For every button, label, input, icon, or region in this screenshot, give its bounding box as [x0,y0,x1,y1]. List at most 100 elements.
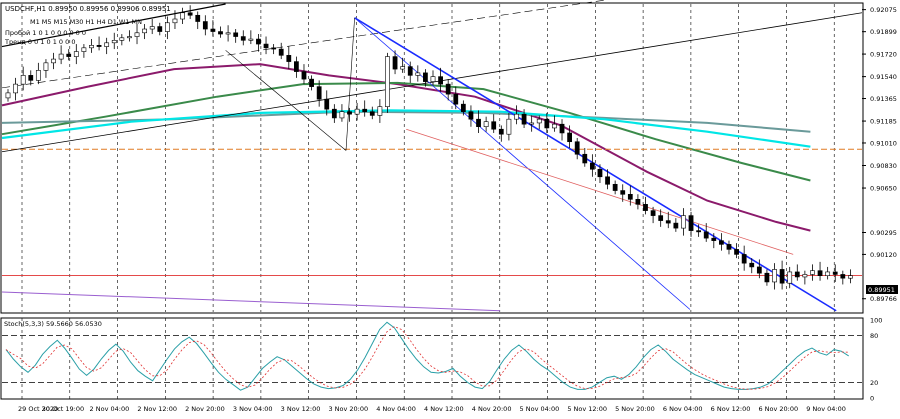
candle-body [354,108,360,115]
candle-body [430,76,436,82]
candle-body [400,66,406,70]
candle-body [445,83,451,95]
candle-body [66,53,72,57]
x-tick-label: 6 Nov 04:00 [663,405,703,413]
candle-body [498,128,504,135]
candle-body [28,75,34,81]
candle-body [658,215,664,221]
zigzag-2 [345,17,355,151]
candle-body [180,12,185,20]
x-tick-label: 29 Oct 2020 [18,405,58,413]
candle-body [719,240,724,245]
candle-body [35,70,41,81]
candle-body [529,122,535,125]
candle-body [643,204,648,211]
candle-body [681,215,686,229]
candle-body [696,230,702,233]
candle-body [779,269,785,284]
x-tick-label: 5 Nov 12:00 [567,405,607,413]
candle-body [749,262,755,268]
candle-body [51,58,56,64]
y-tick-label: 0.89766 [870,295,897,303]
long-uptrend-line [1,12,863,153]
candle-body [567,132,572,143]
candle-body [468,111,474,120]
candle-body [301,71,307,80]
candle-body [81,47,87,52]
y-tick-label: 0.92075 [870,6,897,14]
candle-body [711,237,717,241]
candle-body [817,270,823,276]
candle-body [20,75,26,85]
candle-body [848,275,853,279]
y-tick-label: 0.91720 [870,51,897,59]
candle-body [278,48,284,56]
candle-body [559,123,565,134]
candle-body [96,45,102,47]
candle-body [195,14,201,22]
candle-body [385,56,390,107]
trend-row: Тренд 0 0 1 0 1 0 0 0 [4,38,75,46]
x-tick-label: 30 Oct 19:00 [42,405,84,413]
candle-body [514,113,519,120]
candle-body [172,18,178,24]
candle-body [582,153,588,164]
x-tick-label: 5 Nov 04:00 [520,405,560,413]
x-tick-label: 2 Nov 20:00 [185,405,225,413]
candle-body [331,108,337,119]
candle-body [127,36,132,39]
x-tick-label: 2 Nov 12:00 [137,405,177,413]
last-price-label: 0.89951 [868,286,895,294]
candle-body [89,45,94,49]
candle-body [248,38,254,41]
x-tick-label: 4 Nov 12:00 [424,405,464,413]
candle-body [240,36,246,41]
main-panel-frame [0,2,864,314]
candle-body [825,271,831,276]
channel-red-line [406,128,794,255]
candle-body [597,168,603,178]
upper-dashed-line [1,0,605,89]
stoch-signal-line [5,326,849,390]
candle-body [726,244,732,250]
candle-body [104,42,110,47]
candle-body [453,93,459,105]
candle-body [111,40,117,44]
candle-body [256,38,261,45]
candle-body [157,26,163,32]
candle-body [552,123,557,129]
candle-body [218,31,223,35]
candle-body [415,72,421,76]
candle-body [271,47,277,50]
x-tick-label: 2 Nov 04:00 [90,405,130,413]
candle-body [164,22,170,32]
candle-body [294,61,299,72]
candle-body [438,76,443,85]
candle-body [574,141,580,155]
x-tick-label: 4 Nov 04:00 [376,405,416,413]
ma-cyan [1,109,811,148]
candle-body [58,53,64,60]
y-tick-label: 0.91540 [870,73,897,81]
x-tick-label: 5 Nov 20:00 [615,405,655,413]
x-tick-label: 3 Nov 20:00 [328,405,368,413]
y-tick-label: 0.90120 [870,251,897,259]
y-tick-label: 0.91365 [870,95,897,103]
candle-body [635,199,641,205]
candle-body [734,249,739,255]
y-tick-label: 0.90295 [870,229,897,237]
candle-body [476,118,481,127]
candle-body [210,28,216,32]
trend-lines [1,0,863,312]
candle-body [407,66,413,76]
y-axis: 0.92075 0.91899 0.91720 0.91540 0.91365 0.911… [862,6,897,303]
symbol-header: USDCHF,H1 0.89950 0.89956 0.89906 0.8995… [5,5,171,13]
candle-body [119,37,125,41]
y-tick-label: 0.90650 [870,185,897,193]
candle-body [460,103,466,112]
candle-body [347,111,352,115]
